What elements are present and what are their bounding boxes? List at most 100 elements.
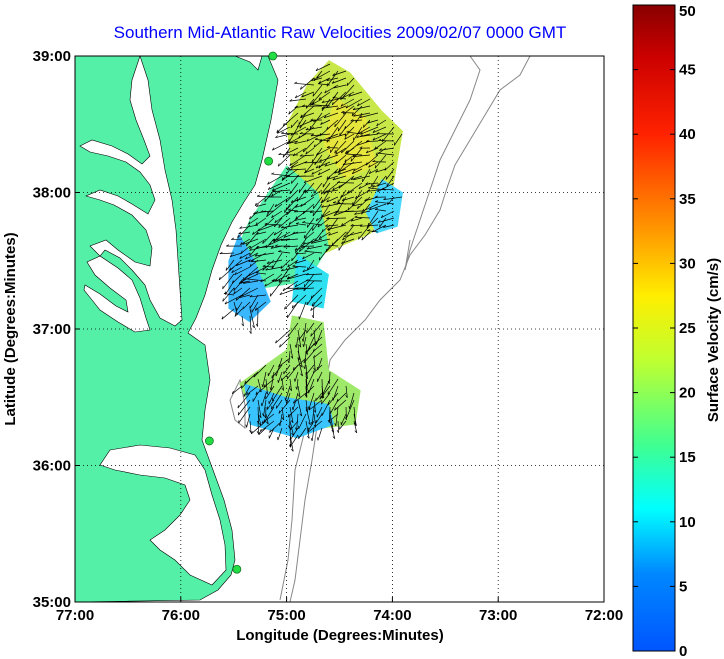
velocity-arrow-head bbox=[318, 82, 322, 85]
velocity-arrow bbox=[266, 399, 275, 410]
velocity-arrow bbox=[247, 278, 267, 282]
velocity-arrow-head bbox=[350, 158, 352, 162]
velocity-arrow bbox=[248, 217, 259, 225]
velocity-arrow-head bbox=[271, 172, 275, 175]
velocity-arrow-head bbox=[221, 316, 224, 320]
velocity-arrow-head bbox=[304, 249, 308, 252]
velocity-arrow-head bbox=[297, 394, 301, 398]
velocity-arrow bbox=[321, 98, 339, 104]
velocity-arrow-head bbox=[344, 417, 347, 420]
velocity-arrow-head bbox=[256, 194, 260, 197]
colorbar-tick-label: 15 bbox=[679, 449, 696, 466]
velocity-arrow-head bbox=[353, 177, 356, 181]
velocity-arrow bbox=[295, 238, 307, 254]
velocity-arrow bbox=[287, 273, 307, 280]
velocity-arrow bbox=[289, 168, 307, 171]
velocity-arrow bbox=[360, 133, 379, 137]
velocity-arrow bbox=[315, 392, 323, 402]
velocity-arrow-head bbox=[239, 255, 242, 259]
velocity-arrow bbox=[298, 329, 307, 341]
velocity-arrow bbox=[303, 189, 315, 192]
velocity-arrow bbox=[255, 301, 267, 311]
velocity-arrow bbox=[313, 350, 323, 359]
velocity-arrow bbox=[305, 147, 315, 155]
x-tick-label: 72:00 bbox=[585, 607, 623, 624]
velocity-arrow bbox=[231, 266, 243, 274]
velocity-arrow-head bbox=[299, 132, 303, 135]
velocity-arrow bbox=[284, 203, 291, 213]
velocity-arrow-head bbox=[287, 360, 290, 364]
velocity-arrow-head bbox=[254, 307, 257, 311]
velocity-arrow-head bbox=[354, 215, 358, 218]
velocity-arrow bbox=[282, 280, 299, 292]
velocity-arrow bbox=[342, 231, 355, 241]
velocity-arrow-head bbox=[341, 110, 345, 113]
velocity-arrow bbox=[249, 210, 259, 220]
velocity-arrow bbox=[263, 378, 275, 388]
velocity-arrow bbox=[324, 189, 339, 193]
velocity-arrow-head bbox=[326, 145, 330, 148]
velocity-arrow-head bbox=[222, 298, 224, 302]
velocity-arrow bbox=[311, 77, 323, 82]
velocity-arrow bbox=[281, 132, 299, 135]
velocity-arrow-head bbox=[241, 323, 244, 327]
velocity-arrow bbox=[249, 420, 252, 433]
velocity-arrow bbox=[332, 175, 347, 181]
velocity-arrow-head bbox=[328, 232, 331, 236]
velocity-arrow bbox=[288, 133, 307, 144]
velocity-arrow bbox=[310, 133, 331, 137]
velocity-arrow bbox=[298, 301, 307, 320]
velocity-arrow bbox=[332, 77, 347, 84]
velocity-arrow bbox=[305, 420, 310, 439]
velocity-arrow bbox=[376, 119, 387, 127]
velocity-arrow-head bbox=[271, 188, 275, 191]
velocity-arrow bbox=[377, 182, 395, 193]
radar-station-marker bbox=[268, 51, 278, 61]
velocity-arrow-head bbox=[250, 259, 254, 263]
velocity-arrow bbox=[305, 161, 315, 174]
velocity-arrow bbox=[328, 231, 339, 236]
velocity-arrow-head bbox=[340, 103, 343, 107]
velocity-arrow bbox=[249, 308, 255, 328]
velocity-arrow bbox=[272, 140, 291, 151]
velocity-arrow-head bbox=[327, 176, 331, 180]
velocity-arrow-head bbox=[294, 284, 298, 287]
velocity-arrow-head bbox=[284, 397, 286, 401]
velocity-arrow bbox=[346, 399, 355, 418]
velocity-arrow-head bbox=[299, 248, 301, 252]
velocity-arrow bbox=[345, 153, 363, 156]
velocity-arrow-head bbox=[262, 264, 266, 267]
velocity-arrow bbox=[271, 210, 283, 219]
velocity-arrow-head bbox=[314, 137, 318, 140]
velocity-arrow bbox=[219, 252, 235, 255]
colorbar-ticks: 0 5 10 15 20 25 30 35 40 45 50 bbox=[633, 3, 696, 659]
velocity-region-center-low bbox=[291, 253, 329, 309]
velocity-arrow-head bbox=[279, 292, 283, 295]
grid bbox=[75, 56, 604, 602]
velocity-arrow bbox=[218, 266, 235, 281]
velocity-arrow-head bbox=[267, 195, 271, 198]
velocity-arrow-head bbox=[246, 392, 248, 396]
velocity-arrow-head bbox=[286, 150, 289, 154]
velocity-arrow-head bbox=[302, 256, 305, 260]
velocity-arrow bbox=[344, 133, 355, 140]
velocity-arrow bbox=[321, 203, 339, 208]
velocity-arrow bbox=[313, 357, 316, 371]
velocity-arrow-head bbox=[352, 154, 356, 157]
velocity-arrow-head bbox=[292, 231, 296, 234]
velocity-arrow bbox=[345, 147, 355, 154]
colorbar-tick-label: 20 bbox=[679, 385, 696, 402]
velocity-arrow bbox=[296, 378, 299, 390]
velocity-arrow-head bbox=[337, 180, 341, 183]
velocity-arrow bbox=[274, 210, 291, 224]
velocity-arrow bbox=[349, 392, 355, 409]
velocity-arrow bbox=[249, 294, 259, 309]
velocity-arrow bbox=[329, 420, 336, 439]
velocity-arrow bbox=[237, 392, 251, 409]
velocity-arrow bbox=[297, 343, 300, 360]
velocity-arrow bbox=[369, 203, 387, 211]
velocity-arrow bbox=[353, 420, 358, 433]
velocity-arrow-head bbox=[367, 120, 370, 124]
velocity-arrow bbox=[350, 224, 363, 227]
velocity-arrow-head bbox=[271, 193, 274, 197]
